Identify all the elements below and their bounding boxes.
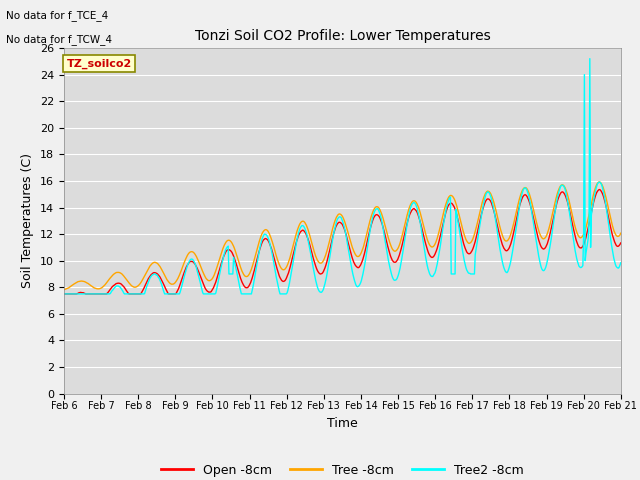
X-axis label: Time: Time <box>327 417 358 430</box>
Line: Open -8cm: Open -8cm <box>64 190 621 294</box>
Legend: Open -8cm, Tree -8cm, Tree2 -8cm: Open -8cm, Tree -8cm, Tree2 -8cm <box>156 458 529 480</box>
Text: TZ_soilco2: TZ_soilco2 <box>67 59 132 69</box>
Open -8cm <box>60 291 68 297</box>
Tree -8cm <box>184 252 192 257</box>
Tree2 -8cm <box>184 261 192 267</box>
Text: No data for f_TCW_4: No data for f_TCW_4 <box>6 34 113 45</box>
Tree -8cm <box>214 264 221 269</box>
Tree -8cm <box>70 281 78 287</box>
Tree -8cm <box>617 230 625 236</box>
Line: Tree2 -8cm: Tree2 -8cm <box>64 59 621 294</box>
Title: Tonzi Soil CO2 Profile: Lower Temperatures: Tonzi Soil CO2 Profile: Lower Temperatur… <box>195 29 490 43</box>
Tree2 -8cm <box>70 291 78 297</box>
Open -8cm <box>617 240 625 246</box>
Tree -8cm <box>426 243 434 249</box>
Tree2 -8cm <box>60 291 68 297</box>
Tree -8cm <box>60 287 68 292</box>
Open -8cm <box>127 291 135 297</box>
Tree2 -8cm <box>127 291 135 297</box>
Open -8cm <box>70 291 78 297</box>
Tree2 -8cm <box>426 272 434 278</box>
Tree -8cm <box>127 283 135 288</box>
Open -8cm <box>410 206 418 212</box>
Y-axis label: Soil Temperatures (C): Soil Temperatures (C) <box>22 153 35 288</box>
Tree2 -8cm <box>410 200 418 205</box>
Open -8cm <box>426 253 434 259</box>
Line: Tree -8cm: Tree -8cm <box>64 182 621 289</box>
Tree -8cm <box>410 198 418 204</box>
Open -8cm <box>214 275 221 280</box>
Open -8cm <box>184 261 192 267</box>
Tree2 -8cm <box>617 260 625 265</box>
Tree2 -8cm <box>214 283 221 289</box>
Open -8cm <box>595 187 603 192</box>
Tree -8cm <box>595 179 603 185</box>
Tree2 -8cm <box>586 56 594 61</box>
Text: No data for f_TCE_4: No data for f_TCE_4 <box>6 10 109 21</box>
